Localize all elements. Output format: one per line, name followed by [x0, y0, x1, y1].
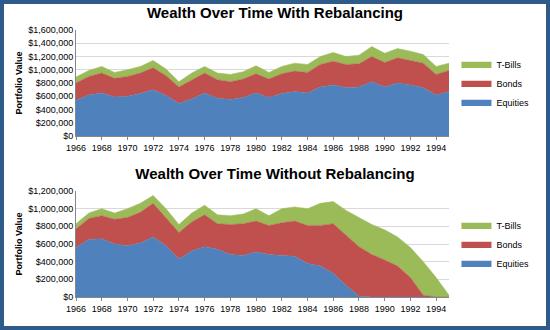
svg-text:Bonds: Bonds: [496, 240, 522, 250]
svg-text:1980: 1980: [246, 143, 266, 153]
svg-text:1984: 1984: [298, 143, 318, 153]
svg-text:1990: 1990: [375, 143, 395, 153]
svg-text:Equities: Equities: [496, 98, 529, 108]
svg-text:$200,000: $200,000: [36, 118, 74, 128]
svg-text:1986: 1986: [323, 143, 343, 153]
svg-text:1982: 1982: [272, 143, 292, 153]
svg-text:Bonds: Bonds: [496, 79, 522, 89]
svg-text:1968: 1968: [92, 143, 112, 153]
svg-text:1970: 1970: [117, 304, 137, 314]
svg-text:$1,600,000: $1,600,000: [28, 25, 73, 35]
svg-text:$0: $0: [63, 131, 73, 141]
svg-text:$1,000,000: $1,000,000: [28, 204, 73, 214]
svg-text:1982: 1982: [272, 304, 292, 314]
svg-text:1974: 1974: [169, 143, 189, 153]
svg-text:Equities: Equities: [496, 259, 529, 269]
svg-text:$600,000: $600,000: [36, 239, 74, 249]
svg-text:1984: 1984: [298, 304, 318, 314]
svg-text:$400,000: $400,000: [36, 257, 74, 267]
svg-text:$1,200,000: $1,200,000: [28, 52, 73, 62]
svg-text:$200,000: $200,000: [36, 274, 74, 284]
svg-text:$1,000,000: $1,000,000: [28, 65, 73, 75]
svg-text:1992: 1992: [400, 143, 420, 153]
svg-text:Portfolio Value: Portfolio Value: [14, 212, 24, 275]
svg-text:1968: 1968: [92, 304, 112, 314]
svg-text:1972: 1972: [143, 143, 163, 153]
svg-text:$800,000: $800,000: [36, 78, 74, 88]
svg-text:1992: 1992: [400, 304, 420, 314]
svg-text:1994: 1994: [426, 143, 446, 153]
svg-text:T-Bills: T-Bills: [496, 60, 521, 70]
svg-text:1988: 1988: [349, 143, 369, 153]
svg-text:$600,000: $600,000: [36, 91, 74, 101]
svg-text:Portfolio Value: Portfolio Value: [14, 51, 24, 114]
svg-text:1976: 1976: [195, 143, 215, 153]
svg-text:1974: 1974: [169, 304, 189, 314]
svg-text:1978: 1978: [220, 143, 240, 153]
svg-text:1966: 1966: [66, 304, 86, 314]
svg-text:1986: 1986: [323, 304, 343, 314]
svg-text:$0: $0: [63, 292, 73, 302]
svg-text:Wealth Over Time Without Rebal: Wealth Over Time Without Rebalancing: [135, 165, 414, 182]
svg-text:1980: 1980: [246, 304, 266, 314]
svg-text:1988: 1988: [349, 304, 369, 314]
svg-text:$1,200,000: $1,200,000: [28, 186, 73, 196]
svg-text:$800,000: $800,000: [36, 221, 74, 231]
svg-text:1978: 1978: [220, 304, 240, 314]
svg-text:1994: 1994: [426, 304, 446, 314]
svg-text:$400,000: $400,000: [36, 105, 74, 115]
svg-text:1966: 1966: [66, 143, 86, 153]
svg-text:Wealth Over Time With Rebalanc: Wealth Over Time With Rebalancing: [147, 4, 403, 21]
svg-text:1990: 1990: [375, 304, 395, 314]
svg-text:$1,400,000: $1,400,000: [28, 38, 73, 48]
svg-text:1976: 1976: [195, 304, 215, 314]
svg-text:1972: 1972: [143, 304, 163, 314]
svg-text:1970: 1970: [117, 143, 137, 153]
svg-text:T-Bills: T-Bills: [496, 221, 521, 231]
